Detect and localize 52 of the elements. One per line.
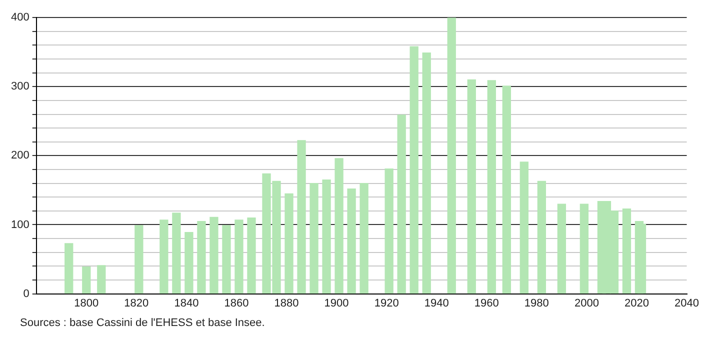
x-tick-label: 1920	[374, 297, 399, 310]
x-tick-label: 2040	[674, 297, 700, 310]
x-tick-label: 1880	[274, 297, 299, 310]
bar	[310, 182, 318, 294]
bar	[247, 218, 256, 294]
x-tick-label: 2020	[624, 297, 649, 310]
y-tick-label: 200	[10, 150, 30, 162]
x-tick-label: 1820	[124, 297, 149, 310]
bar	[97, 265, 106, 294]
bar	[297, 140, 306, 294]
x-tick-label: 1940	[424, 297, 449, 310]
bar	[172, 212, 181, 294]
x-tick-label: 1860	[224, 297, 249, 310]
bar	[184, 232, 194, 294]
bar	[467, 79, 476, 294]
bar	[284, 193, 294, 294]
bar	[622, 208, 632, 294]
x-tick-label: 1840	[174, 297, 199, 310]
bar	[410, 46, 418, 294]
bar	[580, 204, 589, 294]
bar	[422, 52, 431, 294]
bar	[197, 220, 206, 294]
bar	[134, 225, 144, 294]
bar	[322, 180, 331, 294]
bar	[64, 243, 74, 294]
bar	[637, 224, 646, 294]
y-tick-label: 300	[10, 80, 30, 93]
bar	[537, 180, 546, 294]
bar	[447, 18, 456, 294]
bar	[347, 188, 356, 294]
bar	[487, 80, 496, 294]
bar	[520, 162, 528, 294]
bar	[82, 266, 91, 294]
bar	[502, 86, 511, 294]
bar	[384, 168, 394, 294]
y-tick-label: 100	[10, 218, 30, 231]
bar	[334, 158, 344, 294]
bar	[397, 114, 406, 294]
y-tick-label: 400	[10, 12, 30, 24]
x-tick-label: 2000	[574, 297, 599, 310]
x-tick-label: 1980	[524, 297, 549, 310]
source-note: Sources : base Cassini de l'EHESS et base Insee.	[20, 317, 266, 329]
x-tick-label: 1800	[74, 297, 99, 310]
x-tick-label: 1960	[474, 297, 499, 310]
bar	[360, 182, 368, 294]
y-tick-label: 0	[23, 288, 30, 300]
bar	[234, 220, 244, 294]
x-tick-label: 1900	[324, 297, 349, 310]
bar	[160, 220, 168, 294]
bar	[222, 225, 231, 294]
bar	[557, 204, 566, 294]
bar	[210, 216, 218, 294]
